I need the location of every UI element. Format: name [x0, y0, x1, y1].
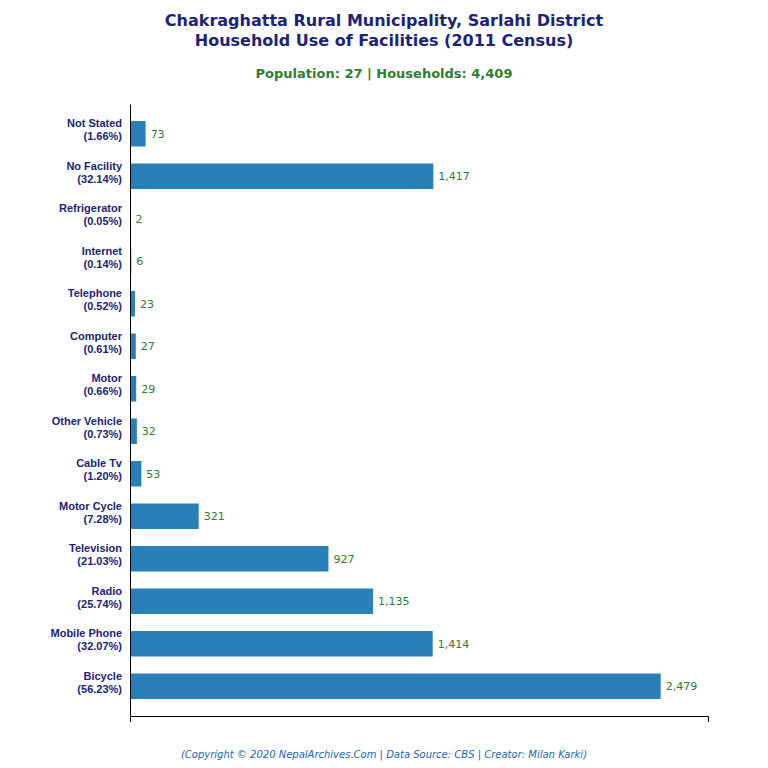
y-tick-label: No Facility(32.14%)	[66, 160, 123, 185]
data-label: 1,414	[438, 638, 470, 651]
y-tick-label: Internet(0.14%)	[82, 245, 123, 270]
x-axis-line	[131, 717, 709, 723]
y-tick: Not Stated(1.66%)	[67, 117, 122, 142]
text-line: Computer	[70, 330, 123, 342]
text-line: (0.61%)	[83, 343, 122, 355]
y-tick-label: Motor(0.66%)	[83, 372, 122, 397]
bars	[130, 121, 661, 699]
y-tick: Motor(0.66%)	[83, 372, 122, 397]
y-tick: Internet(0.14%)	[82, 245, 123, 270]
data-label: 1,135	[378, 595, 410, 608]
bar	[130, 164, 433, 190]
bar	[130, 461, 141, 487]
text-line: Television	[69, 542, 122, 554]
y-tick-label: Not Stated(1.66%)	[67, 117, 122, 142]
text-line: (0.05%)	[83, 215, 122, 227]
data-label: 32	[142, 425, 156, 438]
bar	[130, 631, 433, 657]
data-label: 927	[333, 553, 354, 566]
y-tick: No Facility(32.14%)	[66, 160, 123, 185]
text-line: (0.14%)	[83, 258, 122, 270]
text-line: Cable Tv	[76, 457, 123, 469]
text-line: (56.23%)	[77, 683, 122, 695]
title: Chakraghatta Rural Municipality, Sarlahi…	[165, 11, 604, 50]
y-axis: Not Stated(1.66%) No Facility(32.14%) Refr…	[51, 105, 131, 717]
bar	[130, 546, 328, 572]
text-line: (25.74%)	[77, 598, 122, 610]
text-line: (0.66%)	[83, 385, 122, 397]
bar	[130, 419, 137, 445]
text-line: (7.28%)	[83, 513, 122, 525]
data-label: 2	[135, 213, 142, 226]
text-line: Motor Cycle	[59, 500, 122, 512]
text-line: Radio	[91, 585, 122, 597]
data-label: 73	[151, 128, 165, 141]
text-line: Telephone	[68, 287, 122, 299]
y-tick: Refrigerator(0.05%)	[59, 202, 123, 227]
y-tick: Television(21.03%)	[69, 542, 122, 567]
bar	[130, 589, 373, 615]
y-tick-label: Telephone(0.52%)	[68, 287, 123, 312]
data-label: 29	[141, 383, 155, 396]
y-tick-label: Cable Tv(1.20%)	[76, 457, 123, 482]
data-label: 2,479	[666, 680, 698, 693]
data-label: 53	[146, 468, 160, 481]
chart: Chakraghatta Rural Municipality, Sarlahi…	[0, 0, 768, 768]
text-line: (21.03%)	[77, 555, 122, 567]
x-axis	[131, 717, 709, 723]
bar	[130, 504, 199, 530]
subtitle: Population: 27 | Households: 4,409	[256, 66, 513, 81]
data-label: 6	[136, 255, 143, 268]
y-axis-line	[130, 105, 131, 717]
y-tick: Telephone(0.52%)	[68, 287, 123, 312]
text-line: Mobile Phone	[51, 627, 123, 639]
text-line: (32.14%)	[77, 173, 122, 185]
data-label: 321	[204, 510, 225, 523]
y-tick: Radio(25.74%)	[77, 585, 122, 610]
text-line: Bicycle	[83, 670, 122, 682]
bar	[130, 121, 146, 147]
y-tick-label: Radio(25.74%)	[77, 585, 122, 610]
y-tick: Cable Tv(1.20%)	[76, 457, 123, 482]
text-line: Refrigerator	[59, 202, 123, 214]
text-line: (1.20%)	[83, 470, 122, 482]
bar	[130, 674, 661, 700]
y-tick: Other Vehicle(0.73%)	[52, 415, 123, 440]
text-line: (1.66%)	[83, 130, 122, 142]
y-tick-label: Motor Cycle(7.28%)	[59, 500, 122, 525]
text-line: (32.07%)	[77, 640, 122, 652]
text-line: No Facility	[66, 160, 123, 172]
y-tick-label: Refrigerator(0.05%)	[59, 202, 123, 227]
y-tick: Motor Cycle(7.28%)	[59, 500, 122, 525]
data-label: 23	[140, 298, 154, 311]
y-tick-label: Mobile Phone(32.07%)	[51, 627, 123, 652]
y-tick-label: Other Vehicle(0.73%)	[52, 415, 123, 440]
data-labels: 73 1,417 2 6 23 27 29 32 53 321 927 1,135 1,414 2,479	[135, 128, 697, 694]
y-tick-label: Computer(0.61%)	[70, 330, 123, 355]
text-line: Internet	[82, 245, 123, 257]
text-line: (0.73%)	[83, 428, 122, 440]
y-tick-label: Television(21.03%)	[69, 542, 122, 567]
text-line: (0.52%)	[83, 300, 122, 312]
y-tick: Bicycle(56.23%)	[77, 670, 122, 695]
y-tick: Computer(0.61%)	[70, 330, 123, 355]
text-line: Not Stated	[67, 117, 122, 129]
data-label: 27	[141, 340, 155, 353]
title-line: Chakraghatta Rural Municipality, Sarlahi…	[165, 11, 604, 30]
title-line: Household Use of Facilities (2011 Census…	[195, 31, 573, 50]
data-label: 1,417	[438, 170, 470, 183]
y-tick: Mobile Phone(32.07%)	[51, 627, 123, 652]
y-tick-label: Bicycle(56.23%)	[77, 670, 122, 695]
text-line: Motor	[91, 372, 122, 384]
text-line: Other Vehicle	[52, 415, 122, 427]
annotation: (Copyright © 2020 NepalArchives.Com | Da…	[181, 749, 587, 761]
